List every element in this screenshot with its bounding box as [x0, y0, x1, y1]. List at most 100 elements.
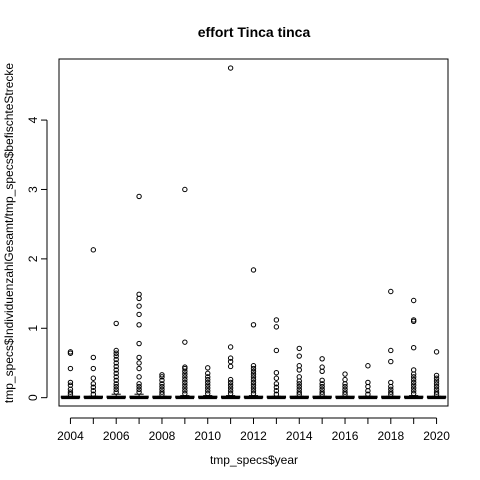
outlier-point — [205, 385, 211, 391]
outlier-point — [388, 288, 394, 295]
outlier-point — [410, 374, 417, 380]
outlier-point — [182, 364, 188, 370]
box-2005 — [83, 247, 103, 400]
box-2013 — [266, 317, 287, 400]
x-tick-label: 2004 — [57, 429, 84, 443]
outlier-point — [273, 391, 280, 397]
outlier-point — [159, 374, 165, 380]
outlier-point — [136, 386, 142, 393]
outlier-point — [90, 247, 97, 253]
outlier-point — [273, 388, 280, 394]
outlier-point — [365, 363, 371, 369]
outlier-point — [250, 322, 257, 328]
outlier-point — [90, 375, 97, 381]
outlier-point — [227, 379, 234, 386]
outlier-point — [136, 365, 142, 372]
outlier-point — [205, 388, 211, 394]
outlier-point — [250, 371, 257, 377]
outlier-point — [205, 382, 211, 388]
outlier-point — [365, 379, 371, 386]
outlier-point — [388, 386, 394, 393]
outlier-point — [90, 365, 97, 372]
outlier-point — [433, 372, 440, 379]
x-tick-label: 2010 — [194, 429, 221, 443]
outlier-point — [205, 376, 211, 383]
outlier-point — [182, 186, 188, 193]
outlier-point — [136, 311, 142, 318]
outlier-point — [113, 381, 119, 387]
outlier-point — [250, 365, 257, 372]
outlier-point — [342, 376, 348, 383]
outlier-point — [250, 376, 257, 383]
outlier-point — [273, 347, 280, 354]
outlier-point — [273, 375, 280, 381]
outlier-point — [433, 383, 440, 390]
x-axis-label: tmp_specs$year — [210, 453, 298, 467]
outlier-point — [113, 374, 119, 380]
box-2015 — [312, 356, 332, 400]
outlier-point — [433, 381, 440, 387]
outlier-point — [410, 390, 417, 397]
outlier-point — [410, 382, 417, 388]
outlier-point — [227, 344, 234, 350]
box-2007 — [129, 193, 149, 400]
outlier-point — [113, 389, 119, 395]
outlier-point — [182, 388, 188, 394]
outlier-point — [90, 384, 97, 390]
outlier-point — [296, 363, 302, 369]
outlier-point — [273, 381, 280, 387]
outlier-point — [296, 345, 302, 352]
outlier-point — [136, 303, 142, 309]
outlier-point — [227, 385, 234, 391]
outlier-point — [250, 382, 257, 388]
outlier-point — [319, 364, 325, 370]
outlier-point — [250, 385, 257, 391]
outlier-point — [67, 349, 74, 355]
outlier-point — [296, 374, 302, 380]
y-tick-label: 1 — [26, 325, 40, 332]
x-tick-label: 2008 — [149, 429, 176, 443]
x-tick-label: 2014 — [286, 429, 313, 443]
outlier-point — [227, 390, 234, 397]
outlier-point — [227, 376, 234, 383]
outlier-point — [182, 382, 188, 388]
outlier-point — [250, 388, 257, 394]
outlier-point — [342, 389, 348, 395]
outlier-point — [205, 370, 211, 377]
outlier-point — [136, 374, 142, 380]
outlier-point — [113, 320, 119, 327]
outlier-point — [433, 349, 440, 355]
outlier-point — [273, 384, 280, 390]
outlier-point — [319, 383, 325, 390]
outlier-point — [90, 354, 97, 361]
outlier-point — [410, 388, 417, 394]
outlier-point — [227, 358, 234, 365]
outlier-point — [273, 317, 280, 323]
outlier-point — [342, 383, 348, 390]
outlier-point — [67, 382, 74, 388]
outlier-point — [182, 390, 188, 397]
outlier-point — [296, 386, 302, 393]
outlier-point — [250, 390, 257, 397]
outlier-point — [227, 355, 234, 361]
box-2018 — [381, 288, 401, 400]
outlier-point — [113, 363, 119, 370]
box-2009 — [175, 186, 195, 400]
outlier-point — [182, 371, 188, 377]
outlier-point — [113, 347, 119, 354]
outlier-point — [113, 360, 119, 366]
outlier-point — [67, 389, 74, 395]
outlier-point — [159, 381, 165, 387]
y-tick-label: 2 — [26, 255, 40, 262]
x-tick-label: 2020 — [423, 429, 450, 443]
outlier-point — [159, 383, 165, 390]
outlier-point — [113, 386, 119, 393]
outlier-point — [250, 379, 257, 386]
plot-frame — [58, 58, 449, 407]
box-2006 — [106, 320, 126, 400]
outlier-point — [227, 388, 234, 394]
outlier-point — [410, 367, 417, 373]
box-2011 — [220, 65, 241, 400]
outlier-point — [159, 389, 165, 395]
